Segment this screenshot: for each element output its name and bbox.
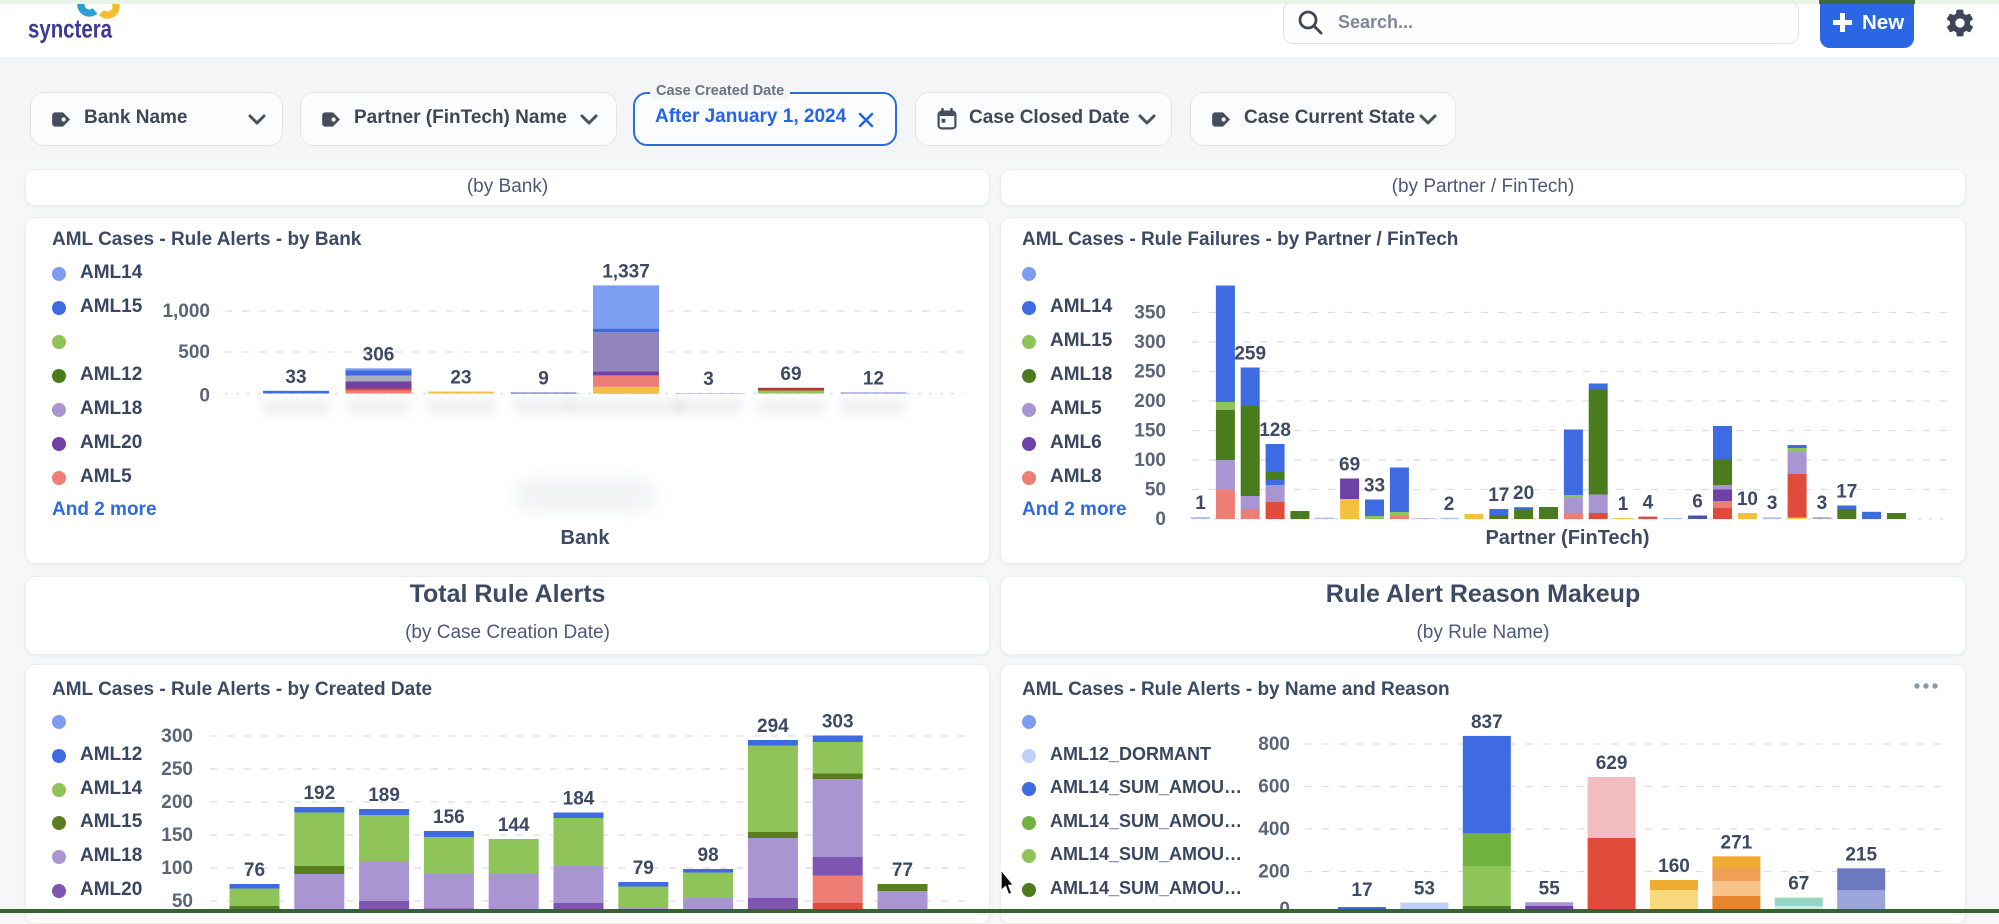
svg-text:306: 306 [363,344,395,365]
svg-text:215: 215 [1845,844,1877,865]
svg-text:250: 250 [161,759,193,780]
svg-text:184: 184 [563,789,595,810]
svg-text:300: 300 [161,726,193,747]
svg-text:50: 50 [172,891,193,912]
svg-text:1,337: 1,337 [602,261,650,282]
svg-text:0: 0 [1279,899,1290,913]
svg-text:synctera: synctera [28,14,112,44]
svg-text:4: 4 [1643,493,1654,514]
svg-text:17: 17 [1351,880,1372,901]
svg-text:69: 69 [780,364,801,385]
svg-text:500: 500 [178,342,210,363]
svg-text:294: 294 [757,716,789,737]
svg-text:629: 629 [1596,753,1628,774]
svg-text:98: 98 [698,845,719,866]
svg-text:23: 23 [450,368,471,389]
svg-text:160: 160 [1658,856,1690,877]
svg-text:350: 350 [1134,303,1166,324]
svg-text:1,000: 1,000 [162,301,210,322]
svg-text:250: 250 [1134,362,1166,383]
svg-text:303: 303 [822,712,854,733]
svg-text:144: 144 [498,815,530,836]
svg-text:400: 400 [1258,819,1290,840]
svg-text:33: 33 [285,367,306,388]
svg-text:17: 17 [1836,482,1857,503]
svg-text:0: 0 [199,386,210,407]
svg-text:271: 271 [1721,832,1753,853]
svg-text:192: 192 [303,783,335,804]
svg-text:2: 2 [1444,494,1455,515]
svg-text:150: 150 [161,825,193,846]
svg-text:200: 200 [1258,862,1290,883]
svg-text:Partner (FinTech): Partner (FinTech) [1485,527,1649,549]
svg-text:1: 1 [1195,493,1206,514]
svg-text:100: 100 [161,858,193,879]
svg-text:12: 12 [863,369,884,390]
svg-text:55: 55 [1539,878,1561,899]
svg-text:33: 33 [1364,476,1385,497]
svg-text:189: 189 [368,785,400,806]
svg-text:200: 200 [1134,391,1166,412]
svg-text:156: 156 [433,807,465,828]
svg-text:300: 300 [1134,332,1166,353]
svg-text:128: 128 [1259,420,1291,441]
svg-text:100: 100 [1134,450,1166,471]
svg-text:3: 3 [1817,493,1828,514]
svg-text:20: 20 [1513,483,1534,504]
svg-text:0: 0 [1155,509,1166,530]
svg-text:3: 3 [703,369,714,390]
svg-text:10: 10 [1737,489,1758,510]
svg-text:Bank: Bank [561,527,611,549]
svg-text:79: 79 [633,858,654,879]
svg-text:67: 67 [1788,874,1809,895]
svg-text:600: 600 [1258,777,1290,798]
svg-text:53: 53 [1414,879,1435,900]
svg-text:150: 150 [1134,421,1166,442]
svg-text:800: 800 [1258,734,1290,755]
svg-text:9: 9 [538,369,549,390]
svg-text:6: 6 [1692,492,1703,513]
svg-text:1: 1 [1618,494,1629,515]
svg-text:76: 76 [244,860,265,881]
svg-text:259: 259 [1234,344,1266,365]
svg-text:3: 3 [1767,493,1778,514]
svg-text:200: 200 [161,792,193,813]
svg-text:50: 50 [1145,480,1166,501]
svg-text:837: 837 [1471,712,1503,733]
svg-text:77: 77 [892,860,913,881]
svg-text:17: 17 [1488,485,1509,506]
svg-text:69: 69 [1339,455,1360,476]
